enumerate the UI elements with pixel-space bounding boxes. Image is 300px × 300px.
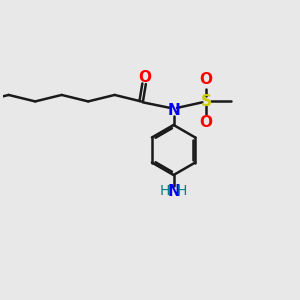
Text: N: N <box>167 184 180 199</box>
Text: O: O <box>200 116 212 130</box>
Text: O: O <box>200 72 212 87</box>
Text: S: S <box>200 94 211 109</box>
Text: H: H <box>160 184 170 198</box>
Text: N: N <box>167 103 180 118</box>
Text: O: O <box>138 70 151 86</box>
Text: H: H <box>177 184 187 198</box>
